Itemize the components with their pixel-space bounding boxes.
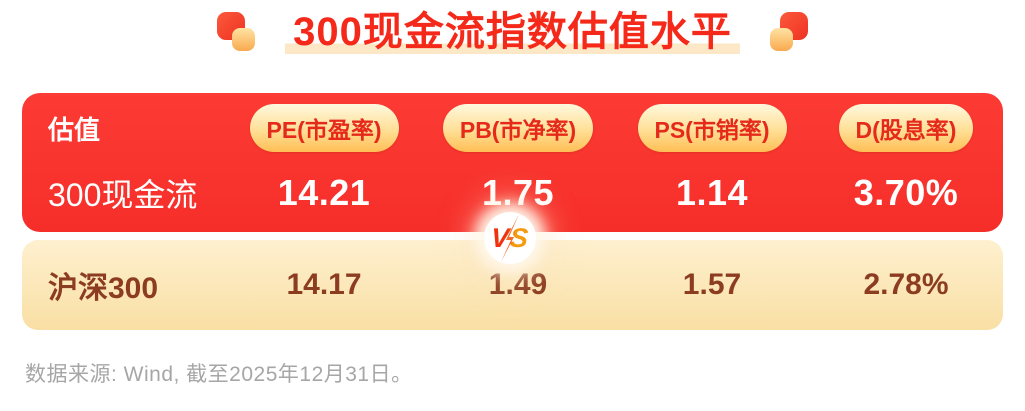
cell-ps: 1.14 (675, 172, 749, 213)
cell-pb: 1.75 (481, 172, 555, 213)
table-row-benchmark: 沪深300 14.17 1.49 1.57 2.78% (22, 240, 1003, 330)
table-row-index: 300现金流 14.21 1.75 1.14 3.70% (22, 157, 1003, 229)
orange-square-shape (232, 28, 256, 51)
lightning-bolt-icon (501, 214, 519, 262)
table-header-row: 估值 PE(市盈率) PB(市净率) PS(市销率) D(股息率) (22, 93, 1003, 157)
page-title: 300现金流指数估值水平 (285, 8, 740, 56)
title-row: 300现金流指数估值水平 (0, 8, 1025, 56)
cell-pb: 1.49 (488, 268, 548, 301)
valuation-card-index: 估值 PE(市盈率) PB(市净率) PS(市销率) D(股息率) 300现金流… (22, 93, 1003, 232)
row-name: 沪深300 (48, 272, 159, 305)
deco-squares-left-icon (215, 9, 259, 55)
orange-square-shape (769, 28, 793, 51)
deco-squares-right-icon (766, 9, 810, 55)
header-label: 估值 (48, 114, 101, 145)
vs-badge: VS (484, 212, 536, 264)
column-pill-ps: PS(市销率) (637, 104, 787, 152)
cell-dividend: 3.70% (853, 172, 959, 213)
cell-pe: 14.21 (277, 172, 371, 213)
cell-pe: 14.17 (286, 268, 362, 301)
row-name: 300现金流 (48, 177, 198, 213)
cell-ps: 1.57 (682, 268, 742, 301)
column-pill-pb: PB(市净率) (442, 104, 594, 152)
data-source-note: 数据来源: Wind, 截至2025年12月31日。 (25, 363, 413, 386)
cell-dividend: 2.78% (863, 268, 949, 301)
column-pill-dividend: D(股息率) (838, 104, 974, 152)
column-pill-pe: PE(市盈率) (249, 104, 399, 152)
